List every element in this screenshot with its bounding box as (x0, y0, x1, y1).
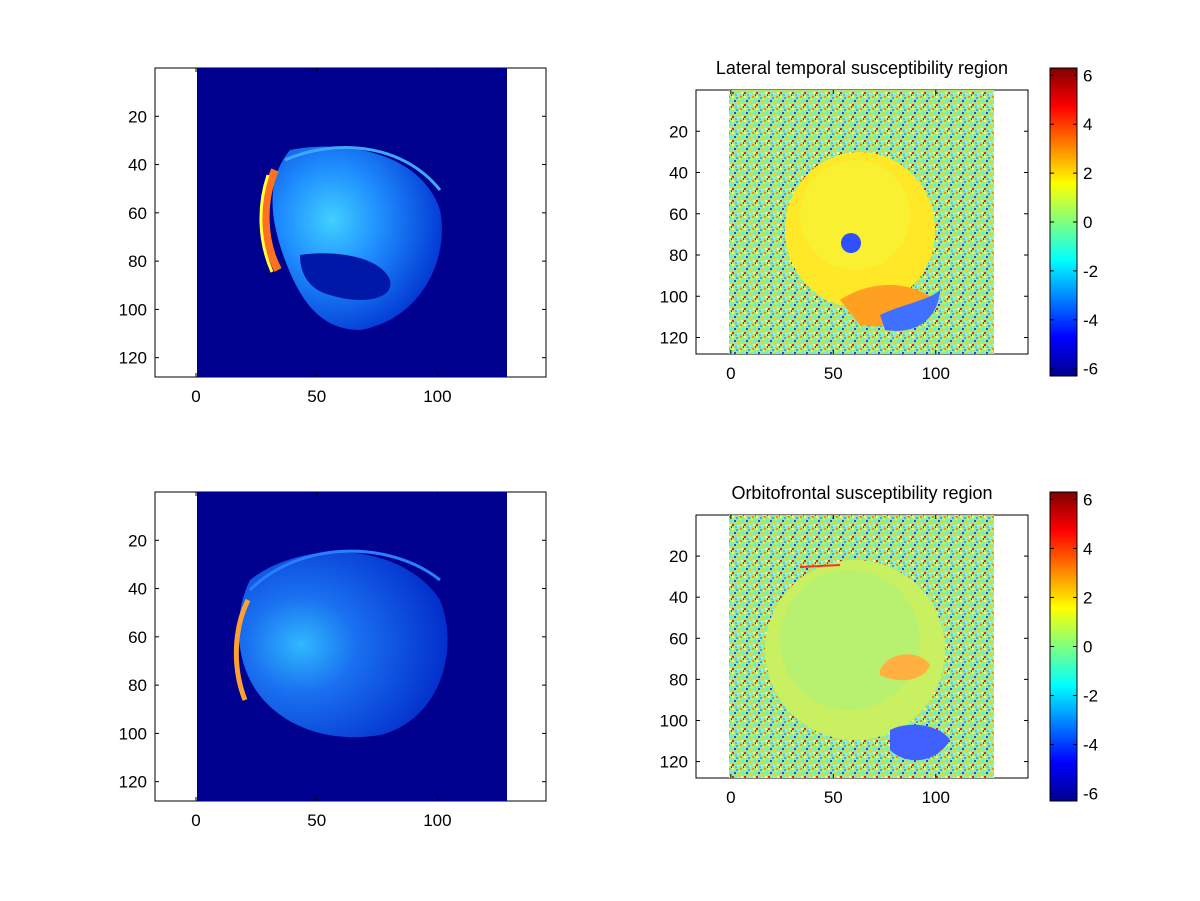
y-tick-label: 40 (669, 164, 688, 183)
panel-bottom-left (154, 491, 547, 802)
y-tick-label: 80 (128, 252, 147, 271)
colorbar-tick-label: 4 (1083, 539, 1092, 558)
x-tick-label: 100 (922, 788, 950, 807)
y-tick-label: 120 (660, 753, 688, 772)
y-tick-label: 60 (669, 205, 688, 224)
y-tick-label: 40 (128, 156, 147, 175)
y-tick-label: 80 (669, 246, 688, 265)
y-tick-label: 60 (128, 204, 147, 223)
colorbar-tick-label: -4 (1083, 736, 1098, 755)
y-tick-label: 20 (128, 531, 147, 550)
colorbar-tick-label: -6 (1083, 360, 1098, 379)
colorbar-tick-label: -6 (1083, 785, 1098, 804)
colorbar-tick-label: 6 (1083, 66, 1092, 85)
y-tick-label: 60 (669, 629, 688, 648)
skull-outline (248, 549, 441, 592)
colorbar-tick-label: -4 (1083, 311, 1098, 330)
y-tick-label: 20 (669, 547, 688, 566)
panel-top-right (695, 89, 1029, 355)
y-tick-label: 100 (660, 711, 688, 730)
scalp-highlight (233, 598, 251, 701)
colorbar-tick-label: 0 (1083, 213, 1092, 232)
plot-title: Orbitofrontal susceptibility region (731, 483, 992, 503)
head-region-inner (780, 570, 920, 710)
sinus-dark-spot (841, 233, 861, 253)
colorbar-top (1049, 67, 1078, 377)
orbit-anomaly (880, 654, 930, 681)
lower-dark-region (890, 724, 950, 761)
colorbar-tick-label: 2 (1083, 588, 1092, 607)
colorbar-tick-label: 4 (1083, 115, 1092, 134)
panel-top-left (154, 67, 547, 378)
colorbar-tick-label: 2 (1083, 164, 1092, 183)
scalp-rim (259, 174, 274, 273)
y-tick-label: 120 (660, 329, 688, 348)
y-tick-label: 60 (128, 628, 147, 647)
y-tick-label: 100 (660, 287, 688, 306)
lower-dark-region (880, 290, 940, 331)
y-tick-label: 120 (119, 349, 147, 368)
scalp-highlight (261, 168, 282, 272)
x-tick-label: 50 (824, 788, 843, 807)
x-tick-label: 0 (191, 811, 200, 830)
cavity-region (300, 253, 391, 300)
x-tick-label: 100 (423, 387, 451, 406)
x-tick-label: 0 (726, 364, 735, 383)
skull-outline (284, 146, 442, 191)
y-tick-label: 100 (119, 724, 147, 743)
panel-bottom-right (695, 514, 1029, 779)
colorbar-tick-label: -2 (1083, 262, 1098, 281)
x-tick-label: 100 (922, 364, 950, 383)
y-tick-label: 100 (119, 300, 147, 319)
colorbar-tick-label: -2 (1083, 687, 1098, 706)
y-tick-label: 120 (119, 773, 147, 792)
y-tick-label: 40 (128, 580, 147, 599)
y-tick-label: 20 (128, 107, 147, 126)
y-tick-label: 20 (669, 122, 688, 141)
y-tick-label: 80 (669, 670, 688, 689)
upper-red-streak (799, 564, 841, 568)
x-tick-label: 50 (824, 364, 843, 383)
y-tick-label: 80 (128, 676, 147, 695)
x-tick-label: 50 (307, 811, 326, 830)
colorbar-tick-label: 6 (1083, 490, 1092, 509)
y-tick-label: 40 (669, 588, 688, 607)
brain-region (238, 552, 448, 738)
colorbar-tick-label: 0 (1083, 638, 1092, 657)
x-tick-label: 100 (423, 811, 451, 830)
x-tick-label: 0 (726, 788, 735, 807)
colorbar-bottom (1049, 491, 1078, 802)
x-tick-label: 50 (307, 387, 326, 406)
x-tick-label: 0 (191, 387, 200, 406)
head-region-inner (800, 160, 910, 270)
plot-title: Lateral temporal susceptibility region (716, 58, 1008, 78)
